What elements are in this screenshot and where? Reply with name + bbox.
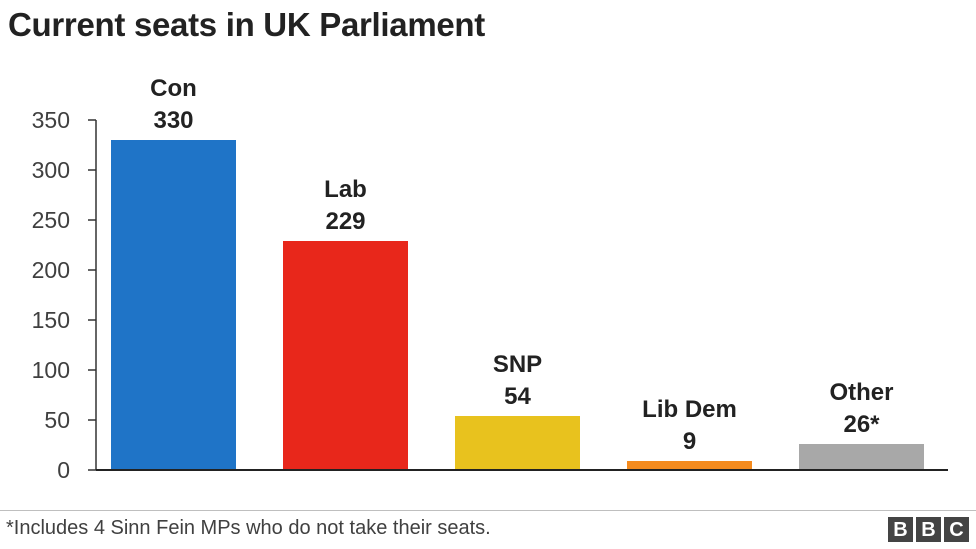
bbc-logo-letter: B (888, 517, 913, 542)
footnote: *Includes 4 Sinn Fein MPs who do not tak… (6, 517, 491, 539)
bbc-logo: B B C (888, 517, 969, 542)
bar-category-label: Lab (324, 176, 367, 203)
bar-category-label: SNP (493, 351, 542, 378)
bar-value-label: 54 (504, 383, 531, 410)
y-tick-label: 150 (32, 307, 70, 333)
bar-chart: 0 50 100 150 200 250 300 350 Con 330 Lab 229 SNP 54 Li… (32, 75, 948, 483)
bar-other (799, 444, 924, 470)
bar-category-label: Con (150, 75, 197, 102)
bar-category-label: Other (829, 379, 893, 406)
bar-value-label: 229 (325, 208, 365, 235)
y-tick-label: 0 (57, 457, 70, 483)
bar-value-label: 330 (153, 107, 193, 134)
bar-value-label: 9 (683, 428, 696, 455)
chart-title: Current seats in UK Parliament (8, 6, 485, 43)
bar-lab (283, 241, 408, 470)
bbc-logo-letter: C (944, 517, 969, 542)
bar-category-label: Lib Dem (642, 396, 737, 423)
bar-snp (455, 416, 580, 470)
y-tick-label: 200 (32, 257, 70, 283)
footer-divider (0, 510, 976, 511)
y-tick-label: 50 (44, 407, 70, 433)
bar-lib-dem (627, 461, 752, 470)
bar-con (111, 140, 236, 470)
y-tick-label: 350 (32, 107, 70, 133)
bar-value-label: 26* (843, 411, 880, 438)
y-tick-label: 250 (32, 207, 70, 233)
bbc-logo-letter: B (916, 517, 941, 542)
y-tick-label: 100 (32, 357, 70, 383)
y-tick-label: 300 (32, 157, 70, 183)
